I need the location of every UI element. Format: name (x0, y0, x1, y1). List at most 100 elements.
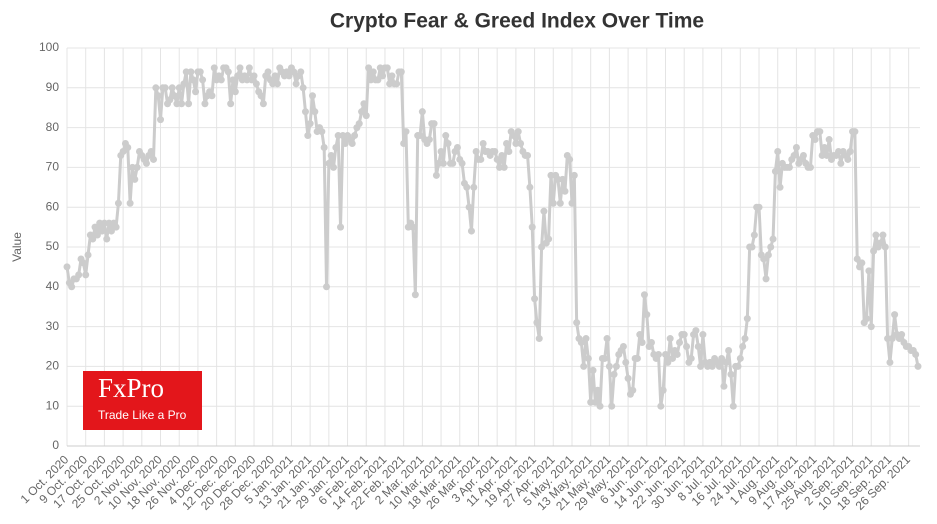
data-point (91, 223, 99, 231)
data-point (250, 72, 258, 80)
data-point (914, 362, 922, 370)
data-point (425, 136, 433, 144)
data-point (442, 132, 450, 140)
data-point (790, 151, 798, 159)
data-point (633, 354, 641, 362)
data-point (189, 76, 197, 84)
data-point (187, 68, 195, 76)
data-point (605, 362, 613, 370)
data-point (601, 354, 609, 362)
data-point (444, 140, 452, 148)
data-point (505, 147, 513, 155)
data-point (175, 84, 183, 92)
data-point (416, 132, 424, 140)
data-point (659, 386, 667, 394)
data-point (580, 362, 588, 370)
data-point (257, 92, 265, 100)
data-point (409, 223, 417, 231)
data-point (699, 331, 707, 339)
data-point (776, 183, 784, 191)
data-point (114, 199, 122, 207)
data-point (638, 339, 646, 347)
data-point (351, 132, 359, 140)
data-point (98, 227, 106, 235)
data-point (320, 144, 328, 151)
data-point (330, 163, 338, 171)
data-point (196, 68, 204, 76)
data-point (673, 350, 681, 358)
data-point (697, 362, 705, 370)
data-point (687, 354, 695, 362)
data-point (596, 402, 604, 410)
data-point (694, 343, 702, 350)
data-point (720, 382, 728, 390)
data-point (858, 259, 866, 267)
data-point (178, 100, 186, 108)
data-point (383, 64, 391, 72)
data-point (264, 68, 272, 76)
data-point (561, 187, 569, 195)
data-point (898, 331, 906, 339)
data-point (669, 354, 677, 362)
data-point (379, 72, 387, 80)
data-point (439, 159, 447, 167)
data-point (629, 386, 637, 394)
y-tick-label: 100 (39, 40, 59, 54)
data-point (252, 80, 260, 88)
data-point (556, 199, 564, 207)
data-point (63, 263, 71, 271)
data-point (535, 335, 543, 343)
data-point (437, 147, 445, 155)
data-point (311, 108, 319, 116)
data-point (224, 68, 232, 76)
logo-tagline: Trade Like a Pro (98, 408, 187, 422)
data-point (327, 151, 335, 159)
data-point (201, 100, 209, 108)
data-point (718, 354, 726, 362)
data-point (867, 323, 875, 331)
y-tick-label: 30 (46, 319, 60, 333)
data-point (865, 267, 873, 275)
data-point (545, 235, 553, 243)
y-tick-label: 70 (46, 160, 60, 174)
data-point (736, 354, 744, 362)
data-point (365, 64, 373, 72)
data-point (393, 80, 401, 88)
data-point (769, 235, 777, 243)
logo-box (83, 371, 202, 430)
data-point (449, 159, 457, 167)
data-point (458, 159, 466, 167)
data-point (292, 80, 300, 88)
data-point (229, 76, 237, 84)
data-point (75, 271, 83, 279)
data-point (708, 362, 716, 370)
data-point (517, 140, 525, 148)
y-tick-label: 60 (46, 199, 60, 213)
data-point (612, 362, 620, 370)
data-point (498, 151, 506, 159)
chart-title: Crypto Fear & Greed Index Over Time (330, 10, 704, 33)
data-point (760, 255, 768, 263)
data-point (912, 350, 920, 358)
data-point (891, 311, 899, 319)
data-point (318, 128, 326, 136)
data-point (619, 343, 627, 350)
series-line (65, 66, 920, 408)
data-point (764, 251, 772, 259)
data-point (245, 64, 253, 72)
data-point (662, 350, 670, 358)
data-point (664, 358, 672, 366)
data-point (870, 247, 878, 255)
data-point (888, 335, 896, 343)
data-point (236, 64, 244, 72)
data-point (411, 291, 419, 299)
data-point (568, 199, 576, 207)
data-point (430, 120, 438, 128)
data-point (863, 315, 871, 323)
data-point (79, 259, 87, 267)
data-point (500, 163, 508, 171)
data-point (524, 151, 532, 159)
logo: FxPro Trade Like a Pro (83, 371, 202, 430)
